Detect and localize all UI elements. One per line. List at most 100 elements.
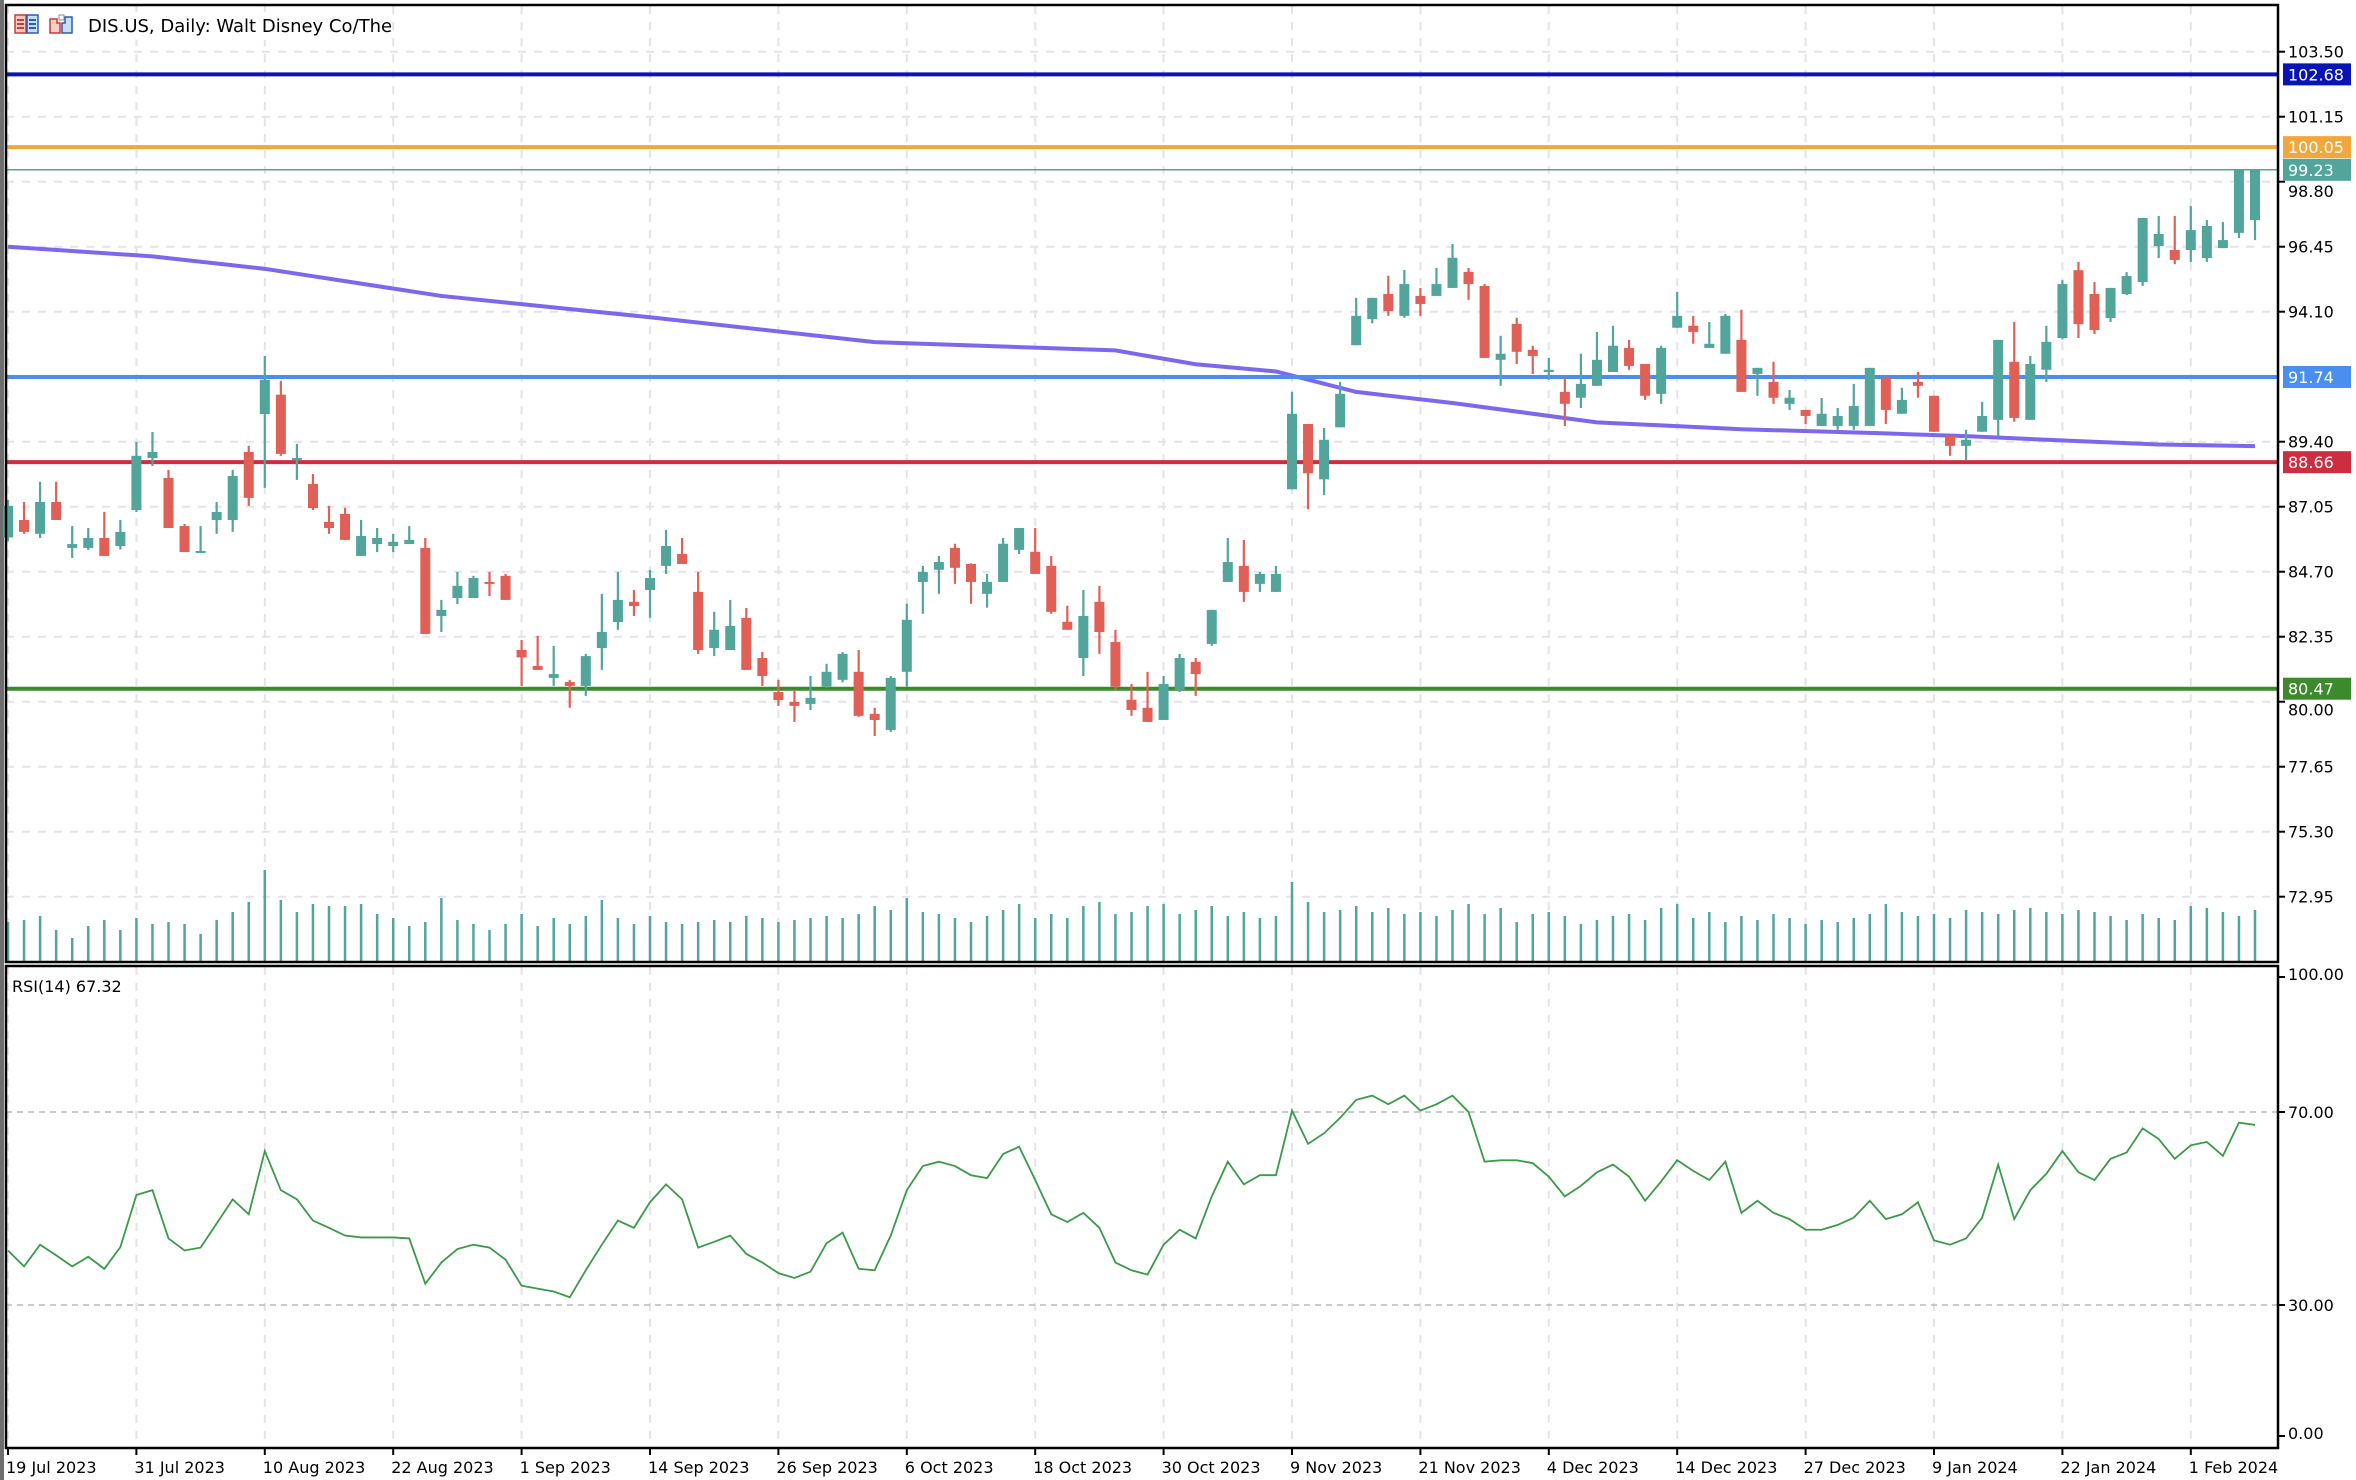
candle	[580, 653, 591, 696]
volume-histogram	[6, 870, 2257, 962]
candle-body	[1736, 339, 1747, 392]
candle	[661, 529, 672, 574]
candle	[612, 571, 623, 630]
candle	[1752, 367, 1763, 396]
candle	[1559, 377, 1570, 426]
candle-body	[709, 629, 720, 649]
candle	[1110, 629, 1121, 690]
date-tick-label: 1 Feb 2024	[2189, 1458, 2278, 1477]
rsi-axis[interactable]: 100.00 70.00 30.00 0.00	[2278, 965, 2344, 1443]
time-axis[interactable]: 19 Jul 2023 31 Jul 2023 10 Aug 2023 22 Aug …	[6, 1448, 2278, 1477]
price-tick-label: 94.10	[2288, 303, 2334, 322]
candle-body	[291, 458, 302, 461]
price-tick-label: 103.50	[2288, 43, 2344, 62]
rsi-tick-label: 0.00	[2288, 1424, 2324, 1443]
candle-body	[1704, 343, 1715, 348]
candle-body	[693, 591, 704, 650]
candle	[436, 599, 447, 633]
quick-trade-icon[interactable]	[14, 13, 40, 39]
candle-body	[933, 562, 944, 570]
candle-body	[1688, 325, 1699, 332]
candle	[1383, 275, 1394, 316]
price-tick-label: 82.35	[2288, 628, 2334, 647]
date-tick-label: 14 Dec 2023	[1675, 1458, 1777, 1477]
candle-body	[2217, 240, 2228, 249]
candle-body	[500, 575, 511, 600]
level-price-tag	[2283, 365, 2351, 388]
candle-body	[35, 502, 46, 534]
candle	[2217, 222, 2228, 249]
candle-body	[1206, 609, 1217, 644]
candle-body	[1014, 528, 1025, 550]
candle	[2137, 217, 2148, 286]
price-tick-label: 75.30	[2288, 823, 2334, 842]
candle-body	[179, 526, 190, 553]
candle	[1174, 653, 1185, 693]
candle-body	[2089, 294, 2100, 330]
candle	[1238, 539, 1249, 602]
candle	[3, 499, 13, 542]
candle	[163, 469, 174, 529]
candle	[1543, 357, 1554, 380]
candle-body	[83, 537, 94, 548]
candle-body	[468, 578, 479, 598]
main-pane-border	[4, 3, 2280, 964]
candle-body	[1768, 381, 1779, 398]
horizontal-levels[interactable]	[6, 72, 2278, 691]
candle-body	[998, 543, 1009, 582]
candle-body	[1848, 406, 1859, 426]
candle-body	[661, 545, 672, 566]
candle	[837, 651, 848, 683]
candle-body	[1575, 383, 1586, 398]
level-price-label: 80.47	[2288, 680, 2334, 699]
candle-body	[1190, 661, 1201, 675]
candle	[291, 443, 302, 480]
candle	[725, 599, 736, 650]
candle	[83, 528, 94, 550]
candle-body	[436, 609, 447, 616]
candle	[1270, 565, 1281, 592]
candle	[115, 519, 126, 550]
candle-body	[821, 671, 832, 687]
rsi-tick-label: 30.00	[2288, 1296, 2334, 1315]
candle	[35, 481, 46, 538]
candle	[275, 380, 286, 456]
candle-body	[452, 585, 463, 598]
candle	[709, 611, 720, 657]
candle	[1704, 321, 1715, 348]
candle-body	[259, 379, 270, 415]
candle	[1126, 684, 1137, 716]
price-axis[interactable]: 103.50 101.15 98.80 96.45 94.10 89.40 87.05 84.…	[2278, 43, 2344, 907]
candle	[1078, 589, 1089, 676]
candle	[1993, 339, 2004, 436]
level-price-label: 91.74	[2288, 368, 2334, 387]
candle-body	[1624, 347, 1635, 366]
candle-body	[1399, 284, 1410, 316]
candle-body	[2250, 169, 2260, 221]
candle-body	[1463, 271, 1474, 285]
candle-body	[949, 547, 960, 568]
candle-body	[1351, 315, 1362, 346]
candle-body	[1415, 295, 1426, 304]
candle	[1415, 287, 1426, 316]
date-tick-label: 18 Oct 2023	[1033, 1458, 1132, 1477]
candle	[195, 526, 206, 553]
candle	[1463, 268, 1474, 300]
candle-body	[2121, 276, 2132, 295]
candle	[516, 640, 527, 686]
candle-body	[805, 697, 816, 704]
candle	[2153, 216, 2164, 259]
candle-body	[1784, 397, 1795, 404]
candle	[1929, 395, 1939, 432]
candle	[789, 689, 800, 722]
candle-body	[1158, 684, 1169, 720]
candle	[1720, 313, 1731, 354]
candle-body	[1864, 367, 1875, 426]
candle-body	[645, 578, 655, 590]
candle	[1880, 377, 1891, 425]
one-click-trading-icon[interactable]	[48, 13, 74, 39]
candle	[1800, 409, 1811, 425]
candle	[1287, 391, 1297, 490]
candle-body	[2153, 233, 2164, 247]
